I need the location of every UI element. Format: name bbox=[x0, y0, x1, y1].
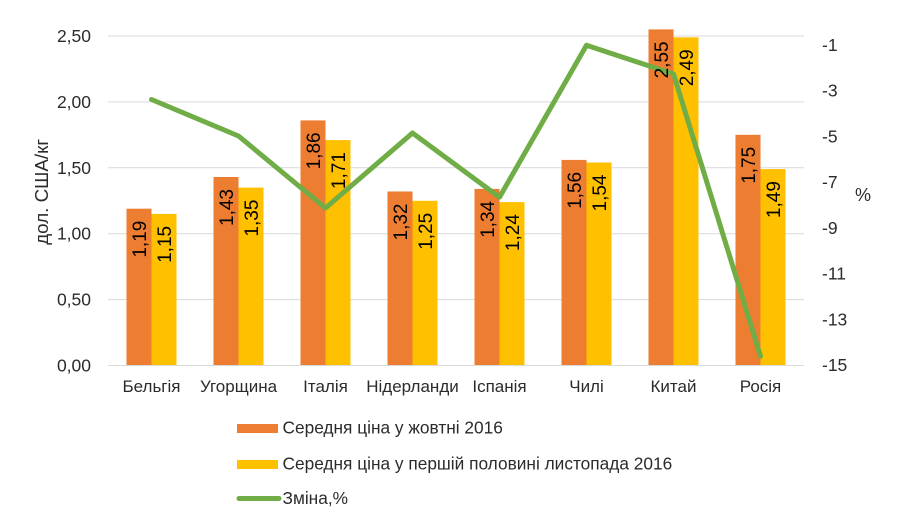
svg-text:1,24: 1,24 bbox=[503, 214, 524, 251]
svg-text:Угорщина: Угорщина bbox=[200, 377, 278, 396]
svg-text:1,32: 1,32 bbox=[391, 204, 412, 241]
svg-text:-9: -9 bbox=[822, 218, 838, 238]
svg-text:Середня ціна у жовтні 2016: Середня ціна у жовтні 2016 bbox=[283, 418, 503, 438]
svg-text:0,00: 0,00 bbox=[57, 356, 91, 376]
svg-text:Китай: Китай bbox=[651, 377, 697, 396]
svg-text:-15: -15 bbox=[822, 355, 847, 375]
svg-text:%: % bbox=[855, 185, 871, 205]
svg-text:1,15: 1,15 bbox=[155, 226, 176, 263]
svg-text:0,50: 0,50 bbox=[57, 290, 91, 310]
svg-text:1,86: 1,86 bbox=[304, 132, 325, 169]
svg-text:1,25: 1,25 bbox=[416, 213, 437, 250]
svg-text:Росія: Росія bbox=[740, 377, 782, 396]
svg-text:-3: -3 bbox=[822, 81, 838, 101]
svg-text:1,49: 1,49 bbox=[764, 181, 785, 218]
svg-text:1,71: 1,71 bbox=[329, 152, 350, 189]
svg-text:1,75: 1,75 bbox=[739, 147, 760, 184]
svg-text:Італія: Італія bbox=[303, 377, 348, 396]
svg-text:1,50: 1,50 bbox=[57, 158, 91, 178]
svg-text:-5: -5 bbox=[822, 126, 838, 146]
svg-text:2,00: 2,00 bbox=[57, 92, 91, 112]
svg-text:1,35: 1,35 bbox=[242, 200, 263, 237]
svg-text:Середня ціна у першій половині: Середня ціна у першій половині листопада… bbox=[283, 454, 673, 474]
svg-text:1,00: 1,00 bbox=[57, 224, 91, 244]
svg-text:1,34: 1,34 bbox=[478, 200, 499, 237]
svg-text:-11: -11 bbox=[822, 264, 846, 284]
svg-text:-7: -7 bbox=[822, 172, 838, 192]
svg-text:Зміна,%: Зміна,% bbox=[283, 488, 348, 508]
svg-text:1,43: 1,43 bbox=[217, 189, 238, 226]
svg-text:2,55: 2,55 bbox=[652, 41, 673, 78]
svg-text:Чилі: Чилі bbox=[569, 377, 604, 396]
svg-text:Нідерланди: Нідерланди bbox=[366, 377, 458, 396]
svg-text:1,19: 1,19 bbox=[130, 221, 151, 258]
svg-text:2,49: 2,49 bbox=[677, 49, 698, 86]
svg-text:2,50: 2,50 bbox=[57, 26, 91, 46]
svg-text:-13: -13 bbox=[822, 309, 847, 329]
svg-text:1,56: 1,56 bbox=[565, 172, 586, 209]
svg-text:1,54: 1,54 bbox=[590, 174, 611, 211]
svg-text:Бельгія: Бельгія bbox=[122, 377, 180, 396]
svg-text:-1: -1 bbox=[822, 35, 838, 55]
svg-text:дол. США/кг: дол. США/кг bbox=[31, 139, 52, 245]
svg-text:Іспанія: Іспанія bbox=[472, 377, 526, 396]
